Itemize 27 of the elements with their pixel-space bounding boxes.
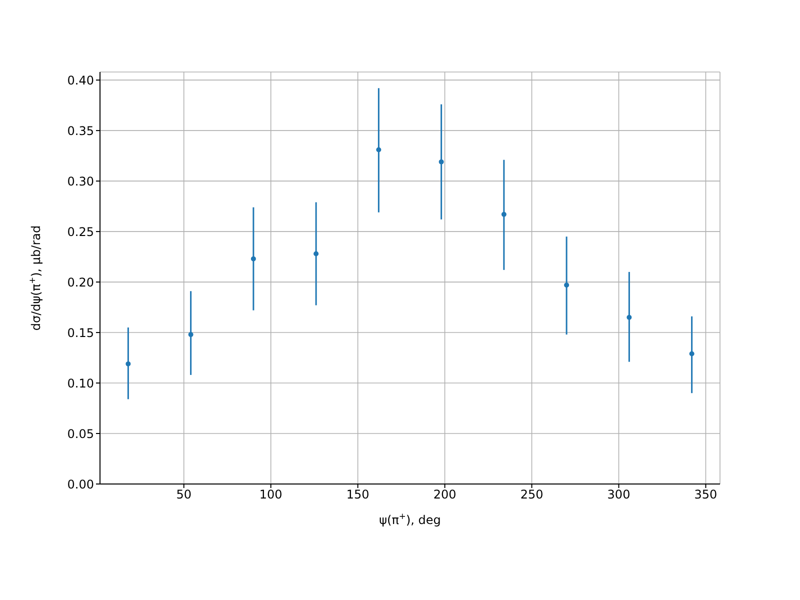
- point: [314, 251, 319, 256]
- x-tick-label: 50: [176, 488, 192, 502]
- x-tick-label: 100: [259, 488, 282, 502]
- point: [438, 159, 444, 164]
- point: [376, 147, 382, 152]
- point: [626, 314, 632, 320]
- y-tick-label: 0.25: [67, 224, 94, 239]
- y-tick-label: 0.20: [67, 275, 94, 290]
- x-tick-label: 300: [607, 488, 630, 502]
- point: [126, 361, 131, 366]
- x-tick-label: 150: [346, 488, 370, 502]
- point: [250, 256, 256, 262]
- x-tick-label: 250: [520, 488, 544, 502]
- y-tick-label: 0.40: [67, 73, 94, 88]
- y-tick-label: 0.10: [67, 376, 94, 390]
- y-tick-label: 0.30: [67, 174, 94, 188]
- point: [501, 212, 506, 217]
- point: [564, 282, 570, 288]
- y-tick-label: 0.35: [67, 124, 94, 138]
- x-axis-title: ψ(π$^{+}$), deg: [379, 511, 441, 527]
- x-tick-label: 350: [694, 488, 718, 502]
- x-tick-label: 200: [433, 488, 456, 502]
- point: [188, 332, 194, 338]
- point: [689, 351, 694, 356]
- y-tick-label: 0.05: [67, 426, 94, 441]
- y-tick-label: 0.00: [67, 477, 94, 492]
- y-tick-label: 0.15: [67, 326, 94, 340]
